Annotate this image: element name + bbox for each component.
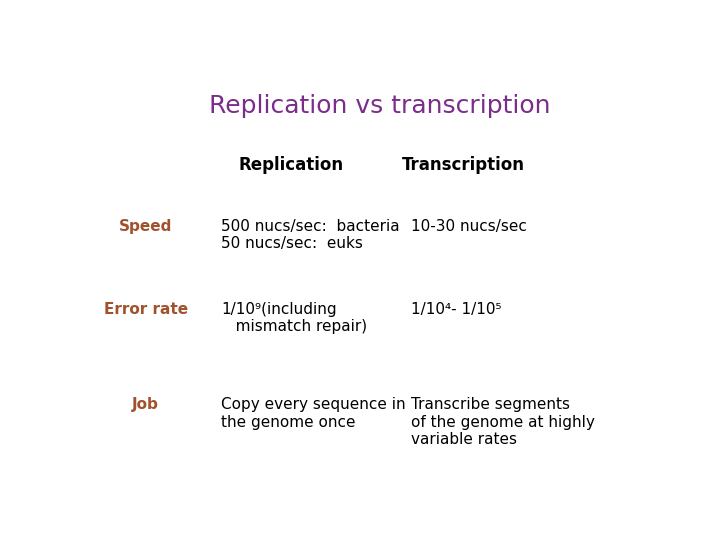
Text: Replication vs transcription: Replication vs transcription xyxy=(210,94,551,118)
Text: Error rate: Error rate xyxy=(104,302,188,317)
Text: Copy every sequence in
the genome once: Copy every sequence in the genome once xyxy=(221,397,406,430)
Text: 1/10⁹(including
   mismatch repair): 1/10⁹(including mismatch repair) xyxy=(221,302,367,334)
Text: 500 nucs/sec:  bacteria
50 nucs/sec:  euks: 500 nucs/sec: bacteria 50 nucs/sec: euks xyxy=(221,219,400,251)
Text: Replication: Replication xyxy=(238,156,343,174)
Text: Transcription: Transcription xyxy=(402,156,526,174)
Text: 1/10⁴- 1/10⁵: 1/10⁴- 1/10⁵ xyxy=(411,302,501,317)
Text: Speed: Speed xyxy=(119,219,173,234)
Text: Job: Job xyxy=(132,397,159,413)
Text: 10-30 nucs/sec: 10-30 nucs/sec xyxy=(411,219,527,234)
Text: Transcribe segments
of the genome at highly
variable rates: Transcribe segments of the genome at hig… xyxy=(411,397,595,447)
